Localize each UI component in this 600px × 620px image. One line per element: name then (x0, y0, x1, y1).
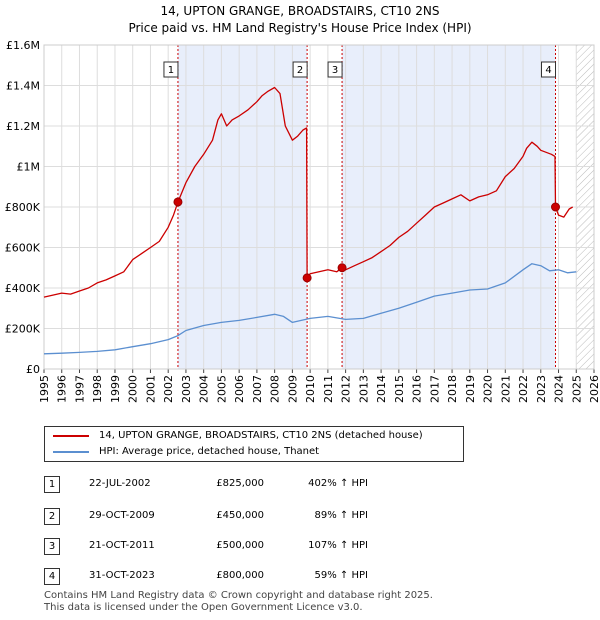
sale-hpi-change: 107% ↑ HPI (308, 540, 368, 551)
sale-number-box (541, 61, 556, 78)
price-chart: £0 £200K £400K £600K £800K £1M £1.2M £1.4M £1.6M… (5, 39, 600, 403)
footer-licence: This data is licensed under the Open Gov… (44, 602, 363, 613)
sale-hpi-change: 59% ↑ HPI (314, 570, 368, 581)
y-tick-label: £600K (5, 242, 41, 255)
legend-label-hpi: HPI: Average price, detached house, Than… (99, 446, 320, 457)
legend-swatch-property (53, 435, 89, 437)
x-tick-label: 2002 (162, 375, 175, 403)
y-tick-label: £1M (17, 161, 41, 174)
x-tick-label: 1998 (91, 375, 104, 403)
x-tick-label: 2015 (393, 375, 406, 403)
y-tick-label: £1.6M (6, 39, 40, 52)
y-tick-label: £800K (5, 201, 41, 214)
sale-number-label: 3 (332, 65, 338, 76)
x-tick-label: 2014 (375, 375, 388, 403)
footer-copyright: Contains HM Land Registry data © Crown c… (44, 590, 433, 601)
chart-title-line-1: 14, UPTON GRANGE, BROADSTAIRS, CT10 2NS (160, 4, 440, 18)
sale-number-label: 2 (297, 65, 303, 76)
x-tick-label: 2024 (553, 375, 566, 403)
sale-point (337, 263, 347, 273)
y-tick-label: £1.2M (6, 120, 40, 133)
x-tick-label: 2012 (340, 375, 353, 403)
x-tick-label: 2026 (588, 375, 600, 403)
sale-price: £500,000 (216, 540, 264, 551)
x-tick-label: 2008 (269, 375, 282, 403)
legend: 14, UPTON GRANGE, BROADSTAIRS, CT10 2NS … (44, 426, 464, 462)
x-tick-label: 2023 (535, 375, 548, 403)
x-tick-label: 2001 (144, 375, 157, 403)
x-tick-label: 2022 (517, 375, 530, 403)
x-tick-label: 2010 (304, 375, 317, 403)
x-tick-label: 2013 (357, 375, 370, 403)
y-tick-label: £0 (26, 363, 40, 376)
chart-title-line-2: Price paid vs. HM Land Registry's House … (128, 21, 472, 35)
sale-hpi-change: 402% ↑ HPI (308, 478, 368, 489)
y-tick-label: £400K (5, 282, 41, 295)
sale-number: 4 (44, 568, 60, 585)
legend-swatch-hpi (53, 451, 89, 453)
x-tick-label: 2000 (127, 375, 140, 403)
sale-date: 22-JUL-2002 (89, 478, 151, 489)
x-tick-label: 2025 (570, 375, 583, 403)
sale-number-box (163, 61, 179, 78)
sale-price: £825,000 (216, 478, 264, 489)
x-tick-label: 1999 (109, 375, 122, 403)
sale-price: £450,000 (216, 510, 264, 521)
sale-date: 21-OCT-2011 (89, 540, 155, 551)
sale-number: 1 (44, 476, 60, 493)
x-tick-label: 1996 (56, 375, 69, 403)
sale-date: 29-OCT-2009 (89, 510, 155, 521)
sale-hpi-change: 89% ↑ HPI (314, 510, 368, 521)
x-tick-label: 2016 (411, 375, 424, 403)
x-tick-label: 1995 (38, 375, 51, 403)
x-tick-label: 2009 (286, 375, 299, 403)
sale-date: 31-OCT-2023 (89, 570, 155, 581)
sale-number-label: 1 (168, 65, 174, 76)
sale-point (173, 197, 183, 207)
sale-point (302, 273, 312, 283)
sale-point (551, 202, 560, 212)
sale-number-label: 4 (545, 65, 551, 76)
x-tick-label: 2003 (180, 375, 193, 403)
x-tick-label: 2020 (482, 375, 495, 403)
x-tick-label: 2019 (464, 375, 477, 403)
sale-number: 3 (44, 538, 60, 555)
sale-number-box (327, 61, 343, 78)
x-tick-label: 2006 (233, 375, 246, 403)
x-tick-label: 1997 (73, 375, 86, 403)
x-tick-label: 2011 (322, 375, 335, 403)
x-tick-label: 2004 (198, 375, 211, 403)
x-tick-label: 2017 (428, 375, 441, 403)
x-tick-label: 2018 (446, 375, 459, 403)
sale-number-box (292, 61, 308, 78)
x-tick-label: 2021 (499, 375, 512, 403)
hpi-line (43, 263, 577, 355)
x-tick-label: 2005 (215, 375, 228, 403)
legend-label-property: 14, UPTON GRANGE, BROADSTAIRS, CT10 2NS … (99, 430, 423, 441)
y-tick-label: £1.4M (6, 80, 40, 93)
sale-number: 2 (44, 508, 60, 525)
x-tick-label: 2007 (251, 375, 264, 403)
plot-border (43, 44, 595, 370)
y-tick-label: £200K (5, 323, 41, 336)
sale-price: £800,000 (216, 570, 264, 581)
